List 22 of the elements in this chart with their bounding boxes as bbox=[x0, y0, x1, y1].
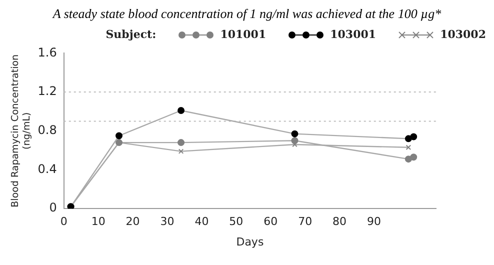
x-tick-label: 40 bbox=[194, 215, 209, 228]
x-tick-label: 50 bbox=[229, 215, 244, 228]
chart-title: A steady state blood concentration of 1 ng/ml was achieved at the 100 µg* bbox=[51, 6, 442, 22]
legend-label: 101001 bbox=[219, 28, 266, 41]
legend-label: 103002 bbox=[439, 28, 486, 41]
x-tick-label: 20 bbox=[126, 215, 140, 228]
y-axis-title: Blood Rapamycin Concentration (ng/mL) bbox=[10, 54, 33, 208]
x-tick-label: 60 bbox=[264, 215, 278, 228]
y-tick-label: 0.8 bbox=[38, 123, 57, 138]
x-tick-label: 80 bbox=[332, 215, 347, 228]
x-tick-label: 70 bbox=[298, 215, 312, 228]
x-tick-label: 90 bbox=[366, 215, 381, 228]
x-tick-label: 10 bbox=[91, 215, 106, 228]
x-tick-label: 0 bbox=[60, 215, 68, 228]
y-tick-label: 0 bbox=[49, 200, 57, 215]
x-axis-title: Days bbox=[236, 235, 264, 248]
legend-label: 103001 bbox=[329, 28, 376, 41]
y-tick-label: 1.2 bbox=[38, 84, 57, 98]
y-tick-label: 1.6 bbox=[38, 45, 57, 60]
y-tick-label: 0.4 bbox=[38, 162, 57, 176]
legend-title: Subject: bbox=[106, 28, 156, 41]
x-tick-label: 30 bbox=[160, 215, 174, 228]
